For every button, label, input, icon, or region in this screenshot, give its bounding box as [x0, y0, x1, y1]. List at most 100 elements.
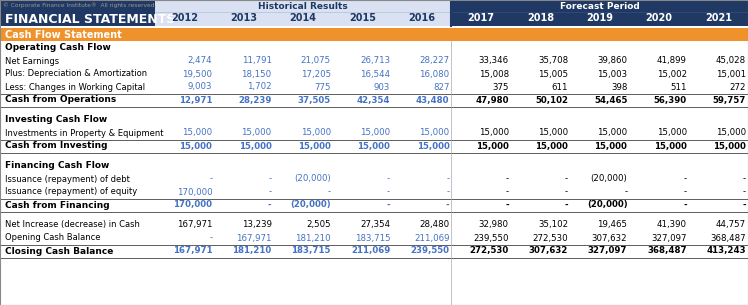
Bar — [155, 0, 452, 26]
Text: 15,001: 15,001 — [716, 70, 746, 78]
Text: 239,550: 239,550 — [411, 246, 450, 256]
Text: -: - — [209, 174, 212, 184]
Text: -: - — [742, 200, 746, 210]
Text: 27,354: 27,354 — [360, 221, 390, 229]
Text: 13,239: 13,239 — [242, 221, 272, 229]
Text: 15,002: 15,002 — [657, 70, 687, 78]
Text: -: - — [743, 174, 746, 184]
Text: 2015: 2015 — [349, 13, 376, 23]
Text: Financing Cash Flow: Financing Cash Flow — [5, 162, 109, 170]
Text: © Corporate Finance Institute®  All rights reserved.: © Corporate Finance Institute® All right… — [3, 2, 156, 8]
Text: -: - — [683, 200, 687, 210]
Text: -: - — [684, 174, 687, 184]
Text: 15,000: 15,000 — [479, 128, 509, 138]
Text: 43,480: 43,480 — [416, 95, 450, 105]
Text: Cash from Investing: Cash from Investing — [5, 142, 108, 150]
Text: 239,550: 239,550 — [473, 234, 509, 242]
Text: 19,500: 19,500 — [183, 70, 212, 78]
Text: 307,632: 307,632 — [592, 234, 628, 242]
Text: 511: 511 — [670, 82, 687, 92]
Text: 775: 775 — [314, 82, 331, 92]
Text: 272,530: 272,530 — [470, 246, 509, 256]
Text: -: - — [209, 234, 212, 242]
Text: 2013: 2013 — [230, 13, 257, 23]
Text: 2014: 2014 — [289, 13, 316, 23]
Text: 16,544: 16,544 — [360, 70, 390, 78]
Text: 15,003: 15,003 — [597, 70, 628, 78]
Text: 41,899: 41,899 — [657, 56, 687, 66]
Text: 15,000: 15,000 — [536, 142, 568, 150]
Text: Opening Cash Balance: Opening Cash Balance — [5, 234, 100, 242]
Text: Issuance (repayment) of equity: Issuance (repayment) of equity — [5, 188, 137, 196]
Text: 327,097: 327,097 — [588, 246, 628, 256]
Text: 11,791: 11,791 — [242, 56, 272, 66]
Text: 181,210: 181,210 — [233, 246, 272, 256]
Text: Net Increase (decrease) in Cash: Net Increase (decrease) in Cash — [5, 221, 140, 229]
Text: Issuance (repayment) of debt: Issuance (repayment) of debt — [5, 174, 130, 184]
Text: 15,000: 15,000 — [180, 142, 212, 150]
Text: 15,000: 15,000 — [358, 142, 390, 150]
Text: 413,243: 413,243 — [706, 246, 746, 256]
Text: 15,000: 15,000 — [417, 142, 450, 150]
Text: Less: Changes in Working Capital: Less: Changes in Working Capital — [5, 82, 145, 92]
Text: 41,390: 41,390 — [657, 221, 687, 229]
Text: Plus: Depreciation & Amortization: Plus: Depreciation & Amortization — [5, 70, 147, 78]
Text: 2020: 2020 — [646, 13, 672, 23]
Text: 167,971: 167,971 — [177, 221, 212, 229]
Text: 2017: 2017 — [468, 13, 494, 23]
Text: 19,465: 19,465 — [598, 221, 628, 229]
Text: -: - — [328, 188, 331, 196]
Text: 9,003: 9,003 — [188, 82, 212, 92]
Text: 181,210: 181,210 — [295, 234, 331, 242]
Text: (20,000): (20,000) — [586, 200, 628, 210]
Text: 28,480: 28,480 — [420, 221, 450, 229]
Text: 827: 827 — [433, 82, 450, 92]
Text: 15,000: 15,000 — [301, 128, 331, 138]
Text: 39,860: 39,860 — [598, 56, 628, 66]
Text: -: - — [269, 174, 272, 184]
Text: 15,000: 15,000 — [239, 142, 272, 150]
Text: -: - — [625, 188, 628, 196]
Text: 903: 903 — [374, 82, 390, 92]
Text: 15,000: 15,000 — [298, 142, 331, 150]
Text: 15,000: 15,000 — [242, 128, 272, 138]
Text: 307,632: 307,632 — [529, 246, 568, 256]
Text: -: - — [506, 174, 509, 184]
Text: Forecast Period: Forecast Period — [560, 2, 640, 11]
Text: 16,080: 16,080 — [420, 70, 450, 78]
Text: Investing Cash Flow: Investing Cash Flow — [5, 116, 107, 124]
Text: 15,000: 15,000 — [657, 128, 687, 138]
Text: 2018: 2018 — [527, 13, 554, 23]
Text: -: - — [387, 174, 390, 184]
Text: 183,715: 183,715 — [292, 246, 331, 256]
Text: -: - — [565, 174, 568, 184]
Text: -: - — [743, 188, 746, 196]
Text: 398: 398 — [611, 82, 628, 92]
Text: 2021: 2021 — [705, 13, 732, 23]
Text: 15,005: 15,005 — [538, 70, 568, 78]
Text: Cash from Operations: Cash from Operations — [5, 95, 116, 105]
Text: 15,000: 15,000 — [716, 128, 746, 138]
Text: 42,354: 42,354 — [357, 95, 390, 105]
Text: -: - — [505, 200, 509, 210]
Text: -: - — [565, 200, 568, 210]
Text: 611: 611 — [551, 82, 568, 92]
Text: 170,000: 170,000 — [177, 188, 212, 196]
Text: 33,346: 33,346 — [479, 56, 509, 66]
Text: (20,000): (20,000) — [294, 174, 331, 184]
Text: Operating Cash Flow: Operating Cash Flow — [5, 44, 111, 52]
Text: 15,000: 15,000 — [595, 142, 628, 150]
Text: 2,474: 2,474 — [188, 56, 212, 66]
Bar — [0, 28, 748, 41]
Text: 59,757: 59,757 — [713, 95, 746, 105]
Text: 368,487: 368,487 — [647, 246, 687, 256]
Text: 15,000: 15,000 — [420, 128, 450, 138]
Text: Closing Cash Balance: Closing Cash Balance — [5, 246, 114, 256]
Text: 15,000: 15,000 — [654, 142, 687, 150]
Text: 368,487: 368,487 — [711, 234, 746, 242]
Text: 37,505: 37,505 — [298, 95, 331, 105]
Text: -: - — [506, 188, 509, 196]
Text: (20,000): (20,000) — [290, 200, 331, 210]
Text: Historical Results: Historical Results — [258, 2, 348, 11]
Bar — [0, 0, 155, 26]
